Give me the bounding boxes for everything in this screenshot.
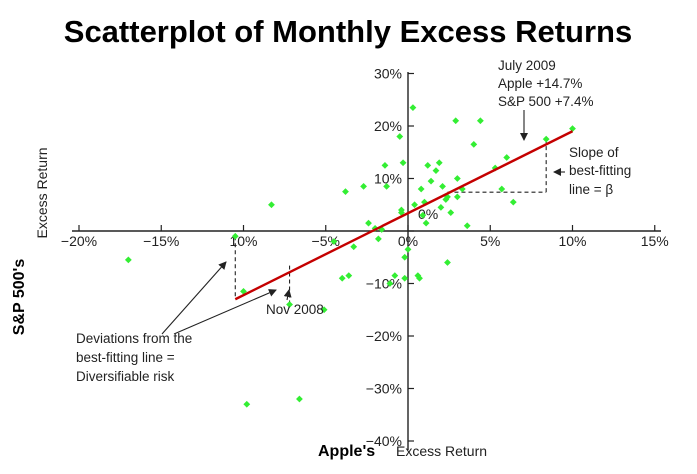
data-point — [417, 185, 425, 193]
deviation-guides — [234, 136, 547, 305]
data-point — [350, 243, 358, 251]
data-point — [391, 272, 399, 280]
data-point — [424, 161, 432, 169]
data-points — [124, 104, 576, 408]
data-point — [509, 198, 517, 206]
y-tick-label: −30% — [366, 381, 402, 397]
slope-label-line3: line = β — [569, 182, 613, 197]
data-point — [401, 253, 409, 261]
deviations-label-line3: Diversifiable risk — [76, 369, 175, 384]
deviations-annotation: Deviations from the best-fitting line = … — [76, 261, 277, 384]
data-point — [437, 203, 445, 211]
data-point — [542, 135, 550, 143]
data-point — [320, 306, 328, 314]
x-tick-label: 0% — [398, 233, 418, 249]
data-point — [404, 245, 412, 253]
x-tick-label: −5% — [312, 233, 340, 249]
y-axis-ticks: −40% −30% −20% −10% 0% 10% 20% 30% — [366, 66, 438, 450]
data-point — [345, 272, 353, 280]
data-point — [401, 274, 409, 282]
deviations-arrow-1 — [161, 261, 227, 335]
july-2009-annotation: July 2009 Apple +14.7% S&P 500 +7.4% — [498, 58, 593, 141]
data-point — [419, 211, 427, 219]
y-tick-label: −40% — [366, 433, 402, 449]
deviations-label-line2: best-fitting line = — [76, 350, 175, 365]
data-point — [409, 104, 417, 112]
data-point — [453, 175, 461, 182]
nov-2008-arrow — [283, 289, 292, 301]
chart-title: Scatterplot of Monthly Excess Returns — [64, 14, 632, 49]
data-point — [399, 159, 407, 167]
x-tick-label: −20% — [61, 233, 97, 249]
x-axis-ticks: −20% −15% 10% −5% 0% 5% 10% 15% — [61, 225, 669, 249]
slope-annotation: Slope of best-fitting line = β — [553, 145, 631, 197]
x-tick-label: 15% — [641, 233, 669, 249]
data-point — [360, 182, 367, 190]
data-point — [378, 226, 386, 233]
data-point — [422, 219, 430, 227]
data-point — [444, 259, 451, 266]
data-point — [240, 287, 247, 295]
data-point — [411, 201, 418, 209]
data-point — [386, 280, 394, 287]
nov-2008-label: Nov 2008 — [266, 302, 324, 317]
data-point — [498, 185, 506, 193]
data-point — [452, 117, 460, 125]
data-point — [374, 235, 382, 243]
data-point — [381, 161, 389, 169]
y-tick-label: 30% — [374, 66, 402, 82]
y-tick-label: −10% — [366, 276, 402, 292]
data-point — [286, 301, 293, 308]
x-axis-label-bold: Apple's — [318, 443, 375, 460]
july-2009-label-line1: July 2009 — [498, 58, 556, 73]
data-point — [342, 188, 349, 196]
data-point — [432, 167, 440, 175]
x-tick-label: 5% — [480, 233, 500, 249]
y-axis-label-bold: S&P 500's — [11, 259, 28, 336]
data-point — [383, 182, 391, 190]
data-point — [338, 274, 346, 282]
x-tick-label: 10% — [558, 233, 586, 249]
data-point — [470, 140, 478, 148]
x-tick-label: −15% — [143, 233, 179, 249]
data-point — [231, 232, 239, 240]
data-point — [503, 154, 511, 161]
data-point — [491, 164, 499, 172]
data-point — [330, 238, 338, 245]
deviations-arrow-2 — [173, 289, 277, 335]
data-point — [296, 395, 303, 403]
best-fit-line — [234, 130, 574, 301]
data-point — [396, 133, 404, 140]
data-point — [476, 117, 484, 125]
july-2009-label-line2: Apple +14.7% — [498, 76, 582, 91]
slope-label-line2: best-fitting — [569, 163, 631, 178]
y-tick-label: −20% — [366, 328, 402, 344]
data-point — [414, 272, 422, 280]
data-point — [569, 125, 576, 133]
july-2009-label-line3: S&P 500 +7.4% — [498, 94, 593, 109]
data-point — [398, 206, 405, 214]
data-point — [365, 219, 372, 227]
y-axis-label: Excess Return — [34, 147, 50, 238]
data-point — [243, 400, 251, 408]
data-point — [453, 193, 461, 201]
x-axis-label: Excess Return — [396, 443, 487, 459]
data-point — [427, 177, 435, 185]
data-point — [435, 159, 443, 167]
deviations-label-line1: Deviations from the — [76, 331, 192, 346]
data-point — [124, 256, 132, 264]
best-fit-line-group — [234, 130, 574, 301]
data-point — [268, 201, 275, 209]
data-point — [447, 209, 455, 217]
data-point — [416, 274, 423, 282]
slope-label-line1: Slope of — [569, 145, 619, 160]
y-tick-label: 10% — [374, 171, 402, 187]
nov-2008-annotation: Nov 2008 — [266, 289, 324, 317]
data-point — [463, 222, 471, 230]
data-point — [439, 182, 446, 190]
y-tick-label: 20% — [374, 118, 402, 134]
